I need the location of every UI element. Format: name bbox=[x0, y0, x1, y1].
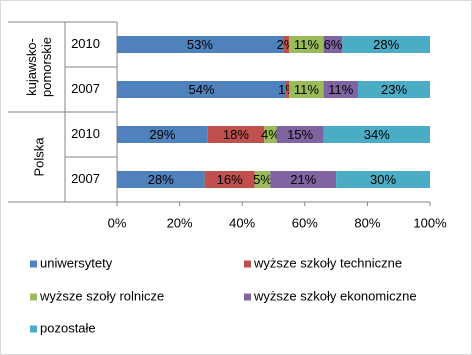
x-tick-label: 100% bbox=[413, 215, 447, 230]
data-label: 11% bbox=[328, 82, 353, 97]
data-label: 5% bbox=[253, 172, 272, 187]
y-tick-label: 2010 bbox=[71, 36, 100, 51]
bar-segment bbox=[117, 36, 283, 53]
data-label: 4% bbox=[261, 127, 280, 142]
legend-swatch bbox=[244, 293, 251, 301]
bar-segment bbox=[323, 126, 430, 143]
legend-swatch bbox=[244, 260, 251, 268]
data-label: 28% bbox=[148, 172, 174, 187]
data-label: 11% bbox=[294, 82, 319, 97]
bar-segment bbox=[289, 36, 324, 53]
x-tick-label: 0% bbox=[108, 215, 127, 230]
legend-swatch bbox=[30, 260, 37, 268]
legend-label: uniwersytety bbox=[40, 255, 113, 270]
group-label: kujawsko- bbox=[24, 38, 39, 96]
bar-segment bbox=[204, 171, 255, 188]
x-tick-label: 40% bbox=[229, 215, 255, 230]
data-label: 54% bbox=[188, 82, 214, 97]
legend-swatch bbox=[30, 325, 37, 333]
x-tick-label: 80% bbox=[354, 215, 380, 230]
data-label: 53% bbox=[187, 37, 213, 52]
bar-segment bbox=[254, 171, 271, 188]
data-label: 30% bbox=[370, 172, 396, 187]
data-label: 28% bbox=[373, 37, 399, 52]
legend-swatch bbox=[30, 293, 37, 301]
bar-segment bbox=[358, 81, 430, 98]
legend-label: wyższe szoły rolnicze bbox=[39, 288, 164, 303]
data-label: 34% bbox=[364, 127, 390, 142]
y-tick-label: 2007 bbox=[71, 171, 100, 186]
data-label: 29% bbox=[149, 127, 175, 142]
group-label: pomorskie bbox=[39, 37, 54, 97]
x-tick-label: 60% bbox=[292, 215, 318, 230]
bar-segment bbox=[270, 171, 337, 188]
bar-segment bbox=[289, 81, 324, 98]
data-label: 21% bbox=[290, 172, 316, 187]
y-tick-label: 2007 bbox=[71, 81, 100, 96]
bar-segment bbox=[117, 81, 287, 98]
legend-label: wyższe szkoły techniczne bbox=[253, 255, 402, 270]
legend-label: wyższe szkoły ekonomiczne bbox=[253, 288, 417, 303]
data-label: 6% bbox=[324, 37, 343, 52]
data-label: 16% bbox=[217, 172, 243, 187]
data-label: 23% bbox=[381, 82, 407, 97]
group-label: Polska bbox=[31, 137, 46, 177]
bar-segment bbox=[323, 81, 359, 98]
bar-segment bbox=[264, 126, 277, 143]
data-label: 15% bbox=[287, 127, 313, 142]
bar-segment bbox=[117, 171, 205, 188]
y-tick-label: 2010 bbox=[71, 126, 100, 141]
bar-segment bbox=[323, 36, 343, 53]
bar-segment bbox=[207, 126, 265, 143]
bar-segment bbox=[286, 81, 290, 98]
bar-segment bbox=[336, 171, 430, 188]
bar-segment bbox=[276, 126, 324, 143]
bar-segment bbox=[117, 126, 208, 143]
legend-label: pozostałe bbox=[40, 320, 96, 335]
data-label: 11% bbox=[294, 37, 319, 52]
x-tick-label: 20% bbox=[167, 215, 193, 230]
data-label: 18% bbox=[223, 127, 249, 142]
bar-segment bbox=[342, 36, 430, 53]
bar-segment bbox=[282, 36, 290, 53]
